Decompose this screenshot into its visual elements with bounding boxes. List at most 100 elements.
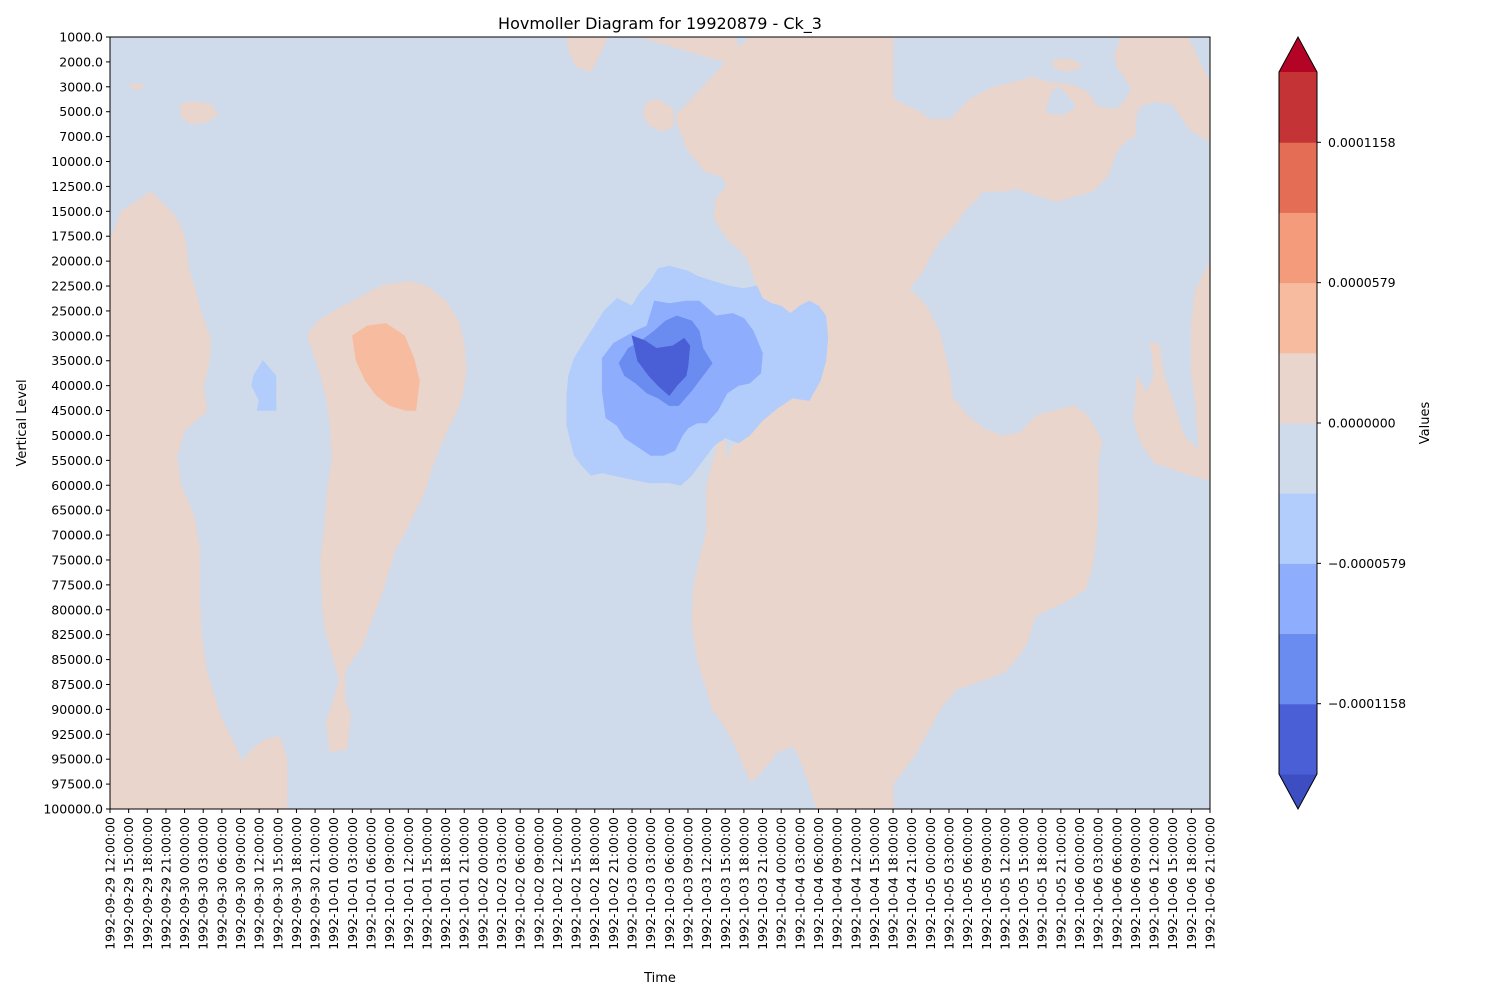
y-tick-label: 15000.0 — [51, 204, 103, 219]
colorbar-segment — [1279, 352, 1317, 424]
x-tick-label: 1992-10-05 03:00:00 — [942, 817, 957, 950]
colorbar-outline — [1278, 35, 1318, 811]
colorbar-segment — [1279, 142, 1317, 213]
x-tick-label: 1992-10-03 18:00:00 — [736, 817, 751, 950]
y-tick-label: 17500.0 — [51, 229, 103, 244]
x-tick-label: 1992-10-02 06:00:00 — [513, 817, 528, 950]
colorbar-tick-label: 0.0000000 — [1328, 416, 1396, 431]
y-tick-label: 20000.0 — [51, 254, 103, 269]
x-tick-label: 1992-10-01 09:00:00 — [382, 817, 397, 950]
colorbar-tick-label: −0.0001158 — [1328, 696, 1406, 711]
y-tick-label: 85000.0 — [51, 652, 103, 667]
contour-negative-level4 — [631, 335, 691, 397]
x-tick-label: 1992-10-02 21:00:00 — [606, 817, 621, 950]
x-tick-label: 1992-10-02 12:00:00 — [550, 817, 565, 950]
plot-frame — [109, 36, 1211, 810]
colorbar-segment — [1279, 423, 1317, 494]
colorbar-tick-label: 0.0000579 — [1328, 275, 1396, 290]
x-axis-label: Time — [643, 971, 676, 986]
x-tick-label: 1992-09-29 12:00:00 — [103, 817, 118, 950]
colorbar-segment — [1279, 282, 1317, 354]
contour-positive-blob-4 — [1053, 59, 1082, 73]
x-tick-label: 1992-10-04 15:00:00 — [867, 817, 882, 950]
x-tick-label: 1992-10-04 09:00:00 — [830, 817, 845, 950]
x-tick-label: 1992-09-29 21:00:00 — [158, 817, 173, 950]
x-tick-label: 1992-09-30 12:00:00 — [252, 817, 267, 950]
contour-positive-blob-5 — [130, 84, 145, 90]
x-tick-label: 1992-10-04 06:00:00 — [811, 817, 826, 950]
y-tick-label: 80000.0 — [51, 602, 103, 617]
x-tick-label: 1992-10-04 12:00:00 — [848, 817, 863, 950]
x-tick-label: 1992-10-02 09:00:00 — [531, 817, 546, 950]
contour-positive-left — [109, 191, 288, 810]
x-tick-label: 1992-10-06 03:00:00 — [1091, 817, 1106, 950]
chart-title: Hovmoller Diagram for 19920879 - Ck_3 — [498, 14, 822, 34]
x-tick-label: 1992-10-03 00:00:00 — [625, 817, 640, 950]
x-tick-label: 1992-09-30 03:00:00 — [196, 817, 211, 950]
y-tick-label: 30000.0 — [51, 328, 103, 343]
colorbar-segment — [1279, 493, 1317, 564]
x-tick-label: 1992-10-05 12:00:00 — [997, 817, 1012, 950]
x-tick-label: 1992-10-05 06:00:00 — [960, 817, 975, 950]
x-tick-label: 1992-10-05 15:00:00 — [1016, 817, 1031, 950]
y-tick-label: 40000.0 — [51, 378, 103, 393]
x-tick-label: 1992-10-06 06:00:00 — [1109, 817, 1124, 950]
x-tick-label: 1992-09-30 09:00:00 — [233, 817, 248, 950]
x-tick-label: 1992-10-03 03:00:00 — [643, 817, 658, 950]
colorbar-segment — [1279, 633, 1317, 705]
contour-positive-band-right — [892, 280, 1103, 786]
contour-positive-right — [674, 36, 894, 810]
colorbar-extend-high — [1279, 37, 1317, 72]
y-tick-label: 7000.0 — [59, 129, 103, 144]
x-tick-label: 1992-10-02 03:00:00 — [494, 817, 509, 950]
colorbar-segment — [1279, 563, 1317, 635]
x-tick-label: 1992-10-01 03:00:00 — [345, 817, 360, 950]
x-tick-label: 1992-10-05 18:00:00 — [1035, 817, 1050, 950]
x-tick-label: 1992-10-06 12:00:00 — [1147, 817, 1162, 950]
x-tick-label: 1992-10-04 03:00:00 — [792, 817, 807, 950]
contour-positive-mid — [307, 280, 467, 753]
x-tick-label: 1992-10-06 15:00:00 — [1165, 817, 1180, 950]
y-axis: 1000.0 2000.0 3000.0 5000.0 7000.0 10000.0 125… — [43, 30, 110, 817]
x-tick-label: 1992-10-06 09:00:00 — [1128, 817, 1143, 950]
colorbar-segment — [1279, 703, 1317, 775]
x-tick-label: 1992-10-02 15:00:00 — [569, 817, 584, 950]
x-tick-label: 1992-09-30 00:00:00 — [177, 817, 192, 950]
x-tick-label: 1992-10-03 21:00:00 — [755, 817, 770, 950]
y-axis-label: Vertical Level — [15, 379, 30, 466]
y-tick-label: 55000.0 — [51, 453, 103, 468]
x-tick-label: 1992-10-05 09:00:00 — [979, 817, 994, 950]
plot-area — [109, 36, 1211, 810]
colorbar-tick-label: 0.0001158 — [1328, 135, 1396, 150]
y-tick-label: 35000.0 — [51, 353, 103, 368]
contour-positive-blob-2 — [180, 101, 219, 125]
y-tick-label: 50000.0 — [51, 428, 103, 443]
x-axis: 1992-09-29 12:00:00 1992-09-29 15:00:00 19… — [103, 809, 1218, 950]
colorbar-label: Values — [1418, 402, 1433, 445]
y-tick-label: 45000.0 — [51, 403, 103, 418]
x-tick-label: 1992-10-01 12:00:00 — [401, 817, 416, 950]
x-tick-label: 1992-10-04 18:00:00 — [886, 817, 901, 950]
x-tick-label: 1992-09-30 15:00:00 — [270, 817, 285, 950]
y-tick-label: 25000.0 — [51, 303, 103, 318]
x-tick-label: 1992-10-04 21:00:00 — [904, 817, 919, 950]
x-tick-label: 1992-10-03 06:00:00 — [662, 817, 677, 950]
x-tick-label: 1992-10-05 00:00:00 — [923, 817, 938, 950]
colorbar-segment — [1279, 212, 1317, 284]
x-tick-label: 1992-10-01 15:00:00 — [419, 817, 434, 950]
y-tick-label: 77500.0 — [51, 577, 103, 592]
colorbar: 0.0001158 0.0000579 0.0000000 −0.0000579 −0.… — [1278, 35, 1406, 811]
colorbar-segment — [1279, 72, 1317, 143]
colorbar-extend-low — [1279, 774, 1317, 809]
x-tick-label: 1992-10-02 18:00:00 — [587, 817, 602, 950]
y-tick-label: 75000.0 — [51, 552, 103, 567]
x-tick-label: 1992-10-01 21:00:00 — [457, 817, 472, 950]
x-tick-label: 1992-09-29 15:00:00 — [121, 817, 136, 950]
x-tick-label: 1992-10-06 18:00:00 — [1184, 817, 1199, 950]
y-tick-label: 2000.0 — [59, 54, 103, 69]
contour-negative-left-blob — [251, 360, 277, 411]
contour-fills — [109, 36, 1211, 810]
y-tick-label: 12500.0 — [51, 179, 103, 194]
y-tick-label: 60000.0 — [51, 478, 103, 493]
